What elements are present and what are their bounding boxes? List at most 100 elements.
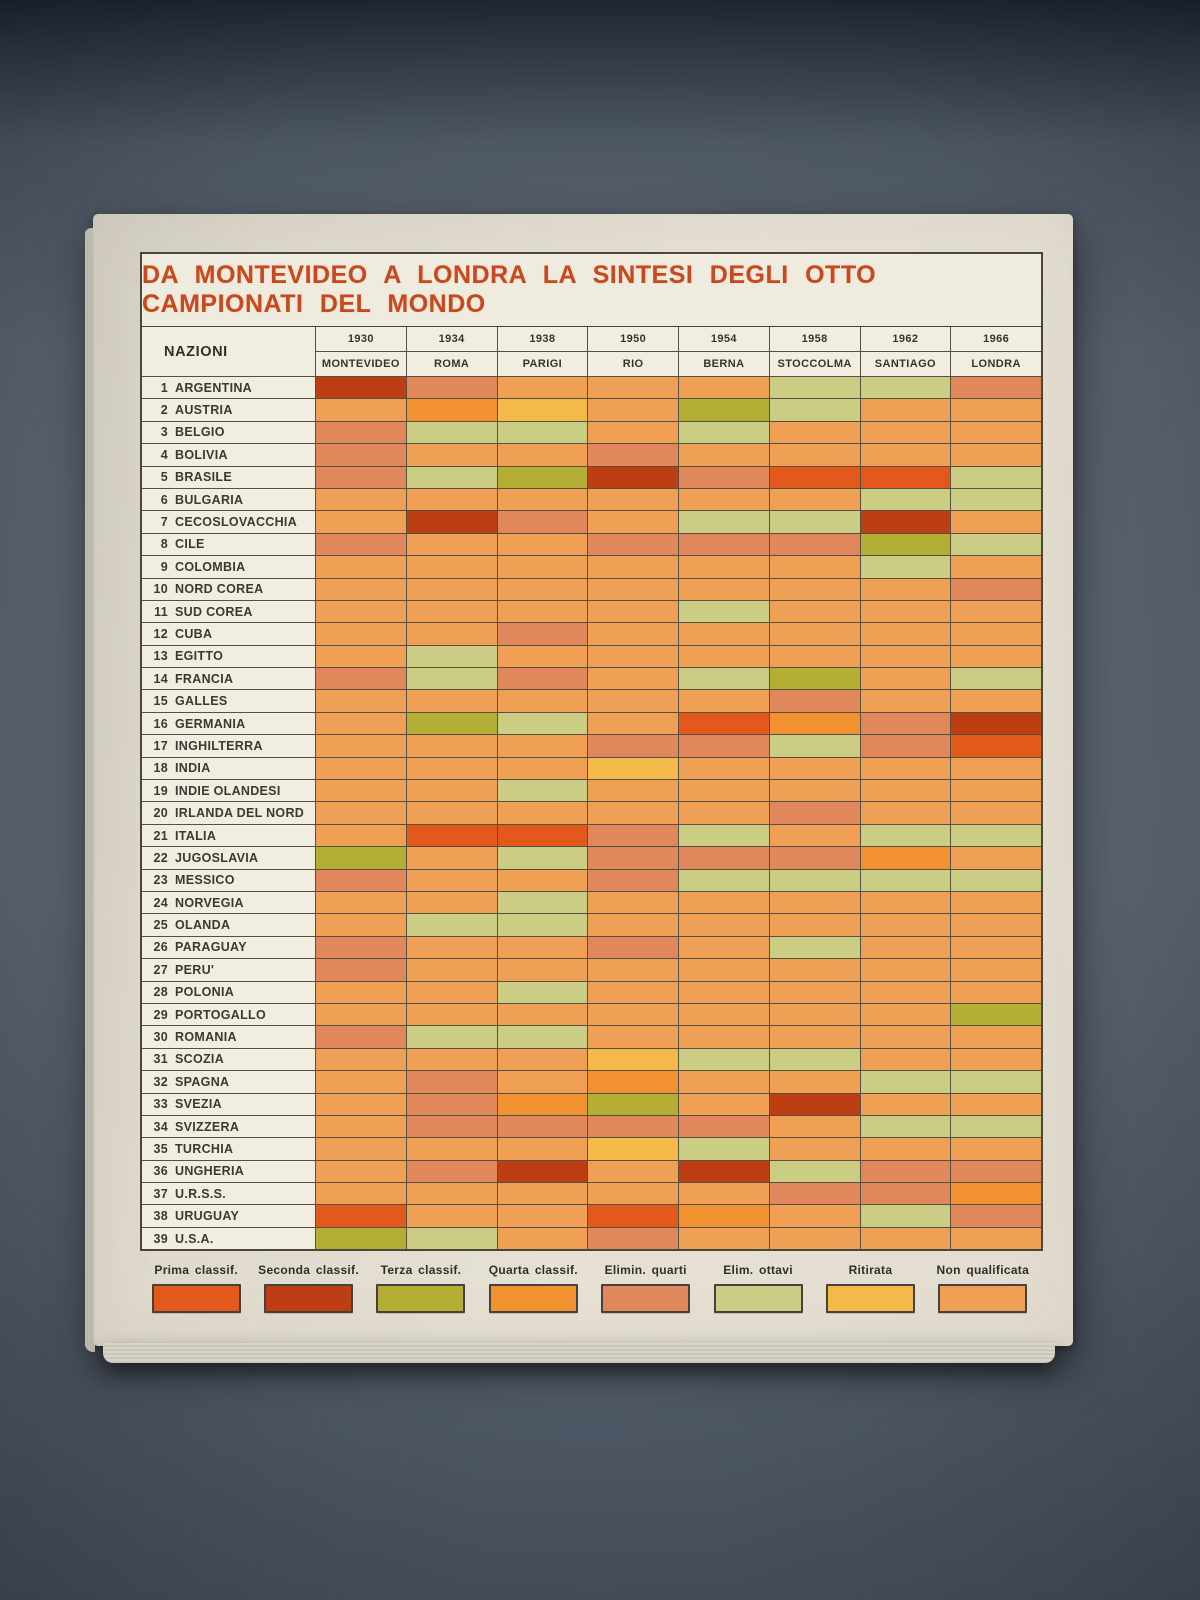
nation-label: 38 URUGUAY bbox=[142, 1205, 315, 1227]
result-cell-norvegia-1930 bbox=[316, 891, 406, 914]
result-cell-austria-1934 bbox=[406, 399, 497, 421]
result-cell-indie-olandesi-1930 bbox=[316, 780, 406, 802]
nation-number: 17 bbox=[153, 738, 168, 753]
nation-label: 29 PORTOGALLO bbox=[142, 1003, 315, 1026]
result-cell-sud-corea-1930 bbox=[316, 600, 406, 623]
result-cell-jugoslavia-1938 bbox=[497, 847, 588, 869]
nation-number: 20 bbox=[153, 806, 168, 821]
result-cell-austria-1950 bbox=[588, 399, 678, 421]
result-cell-cecoslovacchia-1954 bbox=[679, 511, 769, 533]
nation-name: NORVEGIA bbox=[175, 895, 244, 910]
result-cell-norvegia-1938 bbox=[497, 891, 588, 914]
result-cell-cecoslovacchia-1962 bbox=[860, 511, 951, 533]
nation-name: PORTOGALLO bbox=[175, 1007, 266, 1022]
result-cell-spagna-1962 bbox=[860, 1071, 951, 1093]
result-cell-irlanda-del-nord-1966 bbox=[951, 802, 1041, 824]
nation-number: 28 bbox=[153, 985, 168, 1000]
result-cell-romania-1962 bbox=[860, 1026, 951, 1048]
result-cell-egitto-1938 bbox=[497, 645, 588, 668]
result-cell-turchia-1938 bbox=[497, 1138, 588, 1160]
result-cell-bulgaria-1954 bbox=[679, 488, 769, 511]
nation-name: EGITTO bbox=[175, 649, 224, 664]
result-cell-cuba-1962 bbox=[860, 623, 951, 645]
legend-item-prima: Prima classif. bbox=[143, 1263, 249, 1313]
result-cell-francia-1930 bbox=[316, 668, 406, 690]
result-cell-romania-1958 bbox=[769, 1026, 860, 1048]
nation-label: 18 INDIA bbox=[142, 757, 315, 780]
result-cell-portogallo-1954 bbox=[679, 1003, 769, 1026]
result-cell-scozia-1950 bbox=[588, 1048, 678, 1071]
result-cell-spagna-1950 bbox=[588, 1071, 678, 1093]
nation-number: 35 bbox=[153, 1141, 168, 1156]
nation-number: 26 bbox=[153, 940, 168, 955]
result-cell-bulgaria-1930 bbox=[316, 488, 406, 511]
result-cell-india-1962 bbox=[860, 757, 951, 780]
nation-number: 22 bbox=[153, 850, 168, 865]
result-cell-polonia-1950 bbox=[588, 981, 678, 1003]
nation-label: 35 TURCHIA bbox=[142, 1138, 315, 1160]
legend-swatch-terza bbox=[376, 1284, 466, 1313]
result-cell-indie-olandesi-1958 bbox=[769, 780, 860, 802]
result-cell-turchia-1930 bbox=[316, 1138, 406, 1160]
result-cell-italia-1934 bbox=[406, 824, 497, 847]
result-cell-bulgaria-1958 bbox=[769, 488, 860, 511]
result-cell-germania-1930 bbox=[316, 712, 406, 735]
result-cell-argentina-1930 bbox=[316, 377, 406, 399]
result-cell-sud-corea-1962 bbox=[860, 600, 951, 623]
result-cell-indie-olandesi-1938 bbox=[497, 780, 588, 802]
city-header-londra: LONDRA bbox=[951, 352, 1041, 376]
result-cell-francia-1962 bbox=[860, 668, 951, 690]
legend-label: Elim. ottavi bbox=[723, 1263, 793, 1277]
result-cell-ungheria-1954 bbox=[679, 1160, 769, 1183]
nation-number: 5 bbox=[160, 470, 168, 485]
result-cell-polonia-1962 bbox=[860, 981, 951, 1003]
result-cell-svizzera-1966 bbox=[951, 1115, 1041, 1138]
result-cell-olanda-1958 bbox=[769, 914, 860, 936]
result-cell-brasile-1954 bbox=[679, 466, 769, 488]
result-cell-indie-olandesi-1934 bbox=[406, 780, 497, 802]
result-cell-nord-corea-1938 bbox=[497, 578, 588, 600]
result-cell-belgio-1938 bbox=[497, 421, 588, 444]
result-cell-belgio-1954 bbox=[679, 421, 769, 444]
chart-title: DA MONTEVIDEO A LONDRA LA SINTESI DEGLI … bbox=[142, 254, 1041, 327]
legend: Prima classif. Seconda classif. Terza clas… bbox=[143, 1263, 1036, 1313]
nation-number: 3 bbox=[160, 425, 168, 440]
result-cell-turchia-1954 bbox=[679, 1138, 769, 1160]
result-cell-cile-1962 bbox=[860, 533, 951, 556]
year-header-1938: 1938 bbox=[497, 327, 588, 351]
result-cell-indie-olandesi-1966 bbox=[951, 780, 1041, 802]
nation-name: UNGHERIA bbox=[175, 1164, 245, 1179]
nation-label: 33 SVEZIA bbox=[142, 1093, 315, 1115]
city-header-parigi: PARIGI bbox=[497, 352, 588, 376]
nation-name: BULGARIA bbox=[175, 492, 244, 507]
result-cell-turchia-1958 bbox=[769, 1138, 860, 1160]
result-cell-colombia-1958 bbox=[769, 556, 860, 578]
result-cell-colombia-1934 bbox=[406, 556, 497, 578]
legend-label: Quarta classif. bbox=[488, 1263, 578, 1277]
result-cell-germania-1934 bbox=[406, 712, 497, 735]
result-cell-spagna-1966 bbox=[951, 1071, 1041, 1093]
result-cell-cecoslovacchia-1930 bbox=[316, 511, 406, 533]
result-cell-turchia-1962 bbox=[860, 1138, 951, 1160]
result-cell-ungheria-1962 bbox=[860, 1160, 951, 1183]
result-cell-messico-1966 bbox=[951, 869, 1041, 891]
result-cell-italia-1930 bbox=[316, 824, 406, 847]
nation-name: POLONIA bbox=[175, 985, 235, 1000]
nation-name: CILE bbox=[175, 537, 205, 552]
city-header-santiago: SANTIAGO bbox=[860, 352, 951, 376]
result-cell-irlanda-del-nord-1950 bbox=[588, 802, 678, 824]
result-cell-francia-1954 bbox=[679, 668, 769, 690]
nation-name: CECOSLOVACCHIA bbox=[175, 515, 298, 530]
nation-name: PERU' bbox=[175, 962, 215, 977]
result-cell-svizzera-1934 bbox=[406, 1115, 497, 1138]
nation-label: 17 INGHILTERRA bbox=[142, 735, 315, 757]
result-cell-olanda-1954 bbox=[679, 914, 769, 936]
nation-number: 18 bbox=[153, 761, 168, 776]
nation-label: 14 FRANCIA bbox=[142, 668, 315, 690]
result-cell-polonia-1934 bbox=[406, 981, 497, 1003]
result-cell-india-1934 bbox=[406, 757, 497, 780]
year-header-1950: 1950 bbox=[588, 327, 678, 351]
legend-label: Seconda classif. bbox=[258, 1263, 359, 1277]
result-cell-inghilterra-1962 bbox=[860, 735, 951, 757]
nation-number: 25 bbox=[153, 918, 168, 933]
